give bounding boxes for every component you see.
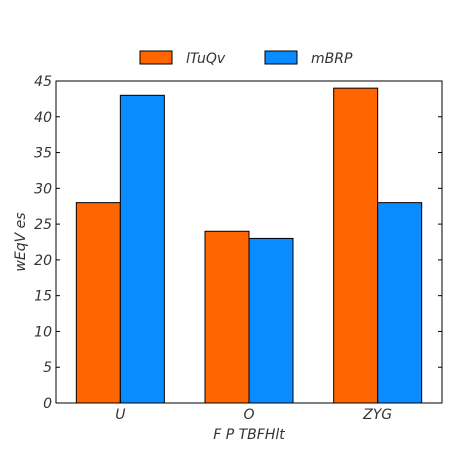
bar-o-mbrp [248, 237, 294, 404]
x-tick-label: O [243, 407, 254, 423]
legend-swatch-mbrp [264, 50, 298, 65]
y-tick-label: 20 [34, 253, 52, 269]
x-axis-label: F P TBFHlt [213, 427, 285, 443]
bar-zyg-mbrp [377, 202, 423, 404]
y-tick-label: 10 [34, 324, 52, 340]
x-tick-label: U [115, 407, 125, 423]
y-tick-label: 35 [34, 146, 52, 162]
plot-frame [55, 80, 443, 404]
y-tick-label: 15 [34, 289, 52, 305]
x-tick-label: ZYG [362, 407, 392, 423]
bar-o-ltuqv [204, 230, 250, 404]
bar-u-mbrp [119, 94, 165, 404]
y-tick-label: 0 [43, 396, 52, 412]
axes: U O ZYG 0 5 10 15 20 25 30 35 40 45 F P TBFHlt wEqV es [13, 74, 443, 443]
y-axis-label: wEqV es [13, 212, 29, 271]
legend-swatch-ltuqv [139, 50, 173, 65]
legend-label-mbrp: mBRP [311, 51, 353, 67]
y-tick-label: 5 [43, 360, 52, 376]
legend: lTuQv mBRP [139, 50, 353, 67]
y-tick-label: 40 [34, 110, 52, 126]
bar-zyg-ltuqv [333, 87, 379, 404]
bar-u-ltuqv [75, 202, 121, 404]
bars [75, 87, 423, 404]
y-tick-label: 25 [34, 217, 52, 233]
y-tick-label: 30 [34, 181, 52, 197]
y-tick-label: 45 [34, 74, 52, 90]
legend-label-ltuqv: lTuQv [186, 51, 226, 67]
